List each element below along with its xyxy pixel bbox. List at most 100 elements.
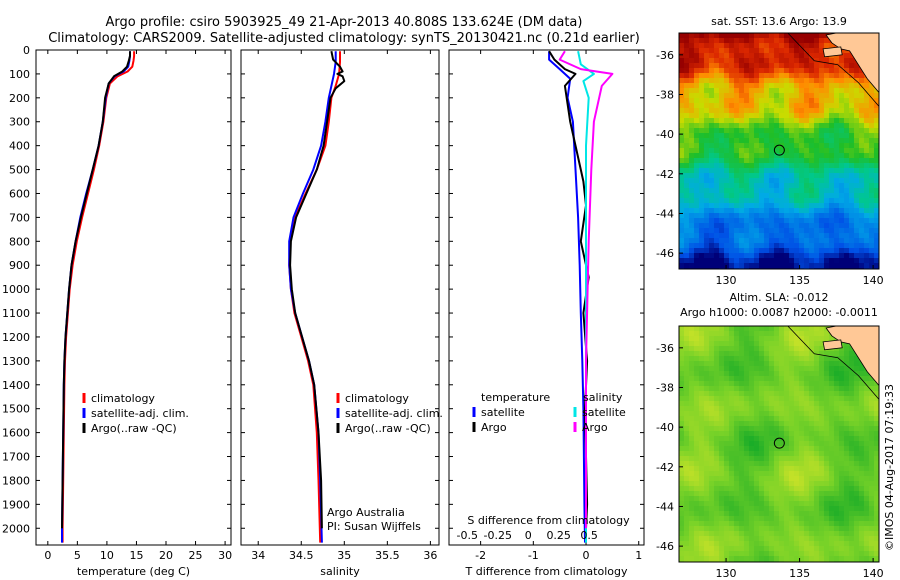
- map-cell: [699, 53, 704, 58]
- map-cell: [799, 113, 804, 118]
- map-cell: [824, 258, 829, 263]
- map-cell: [764, 341, 769, 346]
- map-cell: [859, 466, 864, 471]
- map-cell: [844, 58, 849, 63]
- map-cell: [704, 436, 709, 441]
- map-cell: [679, 456, 684, 461]
- map-cell: [864, 93, 869, 98]
- map-cell: [759, 213, 764, 218]
- map-cell: [814, 521, 819, 526]
- map-cell: [779, 546, 784, 551]
- map-cell: [839, 128, 844, 133]
- map-cell: [734, 138, 739, 143]
- map-cell: [869, 143, 874, 148]
- map-cell: [749, 128, 754, 133]
- map-cell: [764, 83, 769, 88]
- map-cell: [739, 506, 744, 511]
- map-cell: [729, 451, 734, 456]
- map-cell: [704, 63, 709, 68]
- map-cell: [829, 223, 834, 228]
- map-cell: [749, 526, 754, 531]
- map-cell: [779, 203, 784, 208]
- map-cell: [834, 451, 839, 456]
- map-cell: [834, 218, 839, 223]
- map-cell: [689, 456, 694, 461]
- map-cell: [739, 511, 744, 516]
- map-cell: [679, 526, 684, 531]
- map-cell: [694, 481, 699, 486]
- map-cell: [769, 108, 774, 113]
- map-cell: [834, 183, 839, 188]
- map-cell: [704, 223, 709, 228]
- map-cell: [859, 456, 864, 461]
- map-cell: [859, 73, 864, 78]
- map-cell: [774, 133, 779, 138]
- map-cell: [804, 108, 809, 113]
- map-cell: [729, 158, 734, 163]
- map-cell: [859, 238, 864, 243]
- map-cell: [709, 123, 714, 128]
- map-cell: [804, 326, 809, 331]
- map-cell: [749, 476, 754, 481]
- map-cell: [789, 401, 794, 406]
- map-cell: [869, 416, 874, 421]
- map-cell: [754, 218, 759, 223]
- map-cell: [684, 476, 689, 481]
- map-cell: [824, 446, 829, 451]
- map-cell: [679, 63, 684, 68]
- map-cell: [759, 153, 764, 158]
- map-cell: [874, 511, 879, 516]
- map-cell: [844, 93, 849, 98]
- map-cell: [839, 208, 844, 213]
- map-cell: [754, 123, 759, 128]
- map-cell: [874, 501, 879, 506]
- map-cell: [739, 521, 744, 526]
- map-cell: [699, 168, 704, 173]
- map-cell: [794, 456, 799, 461]
- map-cell: [804, 248, 809, 253]
- map-cell: [874, 441, 879, 446]
- map-cell: [684, 138, 689, 143]
- map-cell: [689, 401, 694, 406]
- map-cell: [794, 556, 799, 561]
- map-cell: [794, 551, 799, 556]
- map-cell: [799, 331, 804, 336]
- map-cell: [804, 451, 809, 456]
- map-cell: [679, 203, 684, 208]
- map-cell: [754, 376, 759, 381]
- map-cell: [754, 73, 759, 78]
- map-cell: [849, 193, 854, 198]
- map-cell: [869, 496, 874, 501]
- map-cell: [744, 351, 749, 356]
- map-cell: [819, 113, 824, 118]
- map-cell: [744, 83, 749, 88]
- map-cell: [749, 351, 754, 356]
- map-cell: [829, 43, 834, 48]
- map-cell: [734, 108, 739, 113]
- map-cell: [829, 456, 834, 461]
- map-cell: [824, 58, 829, 63]
- map-cell: [849, 93, 854, 98]
- map-cell: [864, 371, 869, 376]
- map-cell: [849, 83, 854, 88]
- map-cell: [749, 416, 754, 421]
- map-cell: [794, 511, 799, 516]
- map-cell: [839, 173, 844, 178]
- map-cell: [754, 163, 759, 168]
- map-cell: [794, 58, 799, 63]
- map-cell: [829, 153, 834, 158]
- map-cell: [689, 521, 694, 526]
- map-cell: [714, 243, 719, 248]
- map-cell: [719, 481, 724, 486]
- map-cell: [854, 83, 859, 88]
- map-cell: [774, 178, 779, 183]
- map-cell: [784, 123, 789, 128]
- map-cell: [854, 406, 859, 411]
- map-cell: [804, 48, 809, 53]
- map-cell: [724, 153, 729, 158]
- map-cell: [814, 33, 819, 38]
- map-cell: [839, 546, 844, 551]
- map-cell: [779, 178, 784, 183]
- map-cell: [834, 98, 839, 103]
